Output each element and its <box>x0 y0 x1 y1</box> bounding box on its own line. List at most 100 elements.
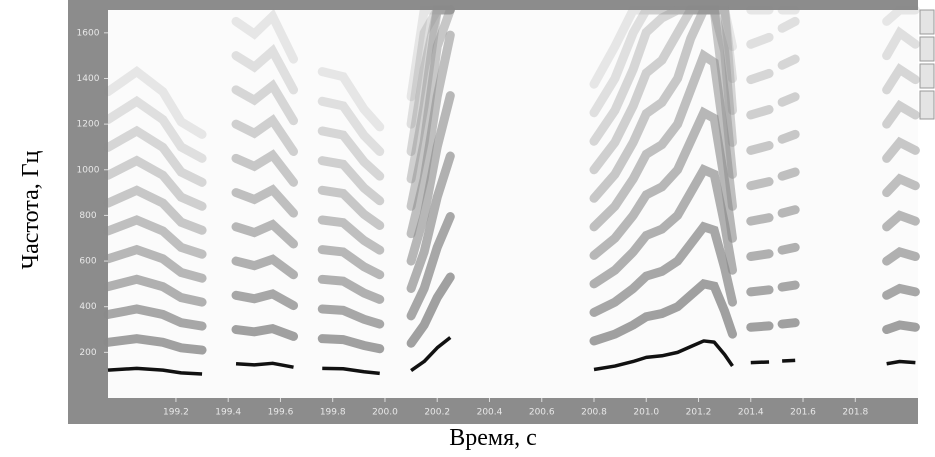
harmonic <box>777 242 800 255</box>
harmonic <box>882 210 920 232</box>
harmonic <box>777 318 800 329</box>
harmonic <box>317 304 385 329</box>
harmonic <box>746 213 774 226</box>
harmonic <box>589 5 737 146</box>
harmonic <box>317 215 385 255</box>
y-tick-label: 1400 <box>77 74 100 84</box>
x-tick-label: 201.0 <box>633 408 659 418</box>
harmonic <box>746 105 774 120</box>
harmonic <box>882 173 920 198</box>
harmonic <box>103 304 207 331</box>
harmonic <box>406 91 455 266</box>
harmonic <box>103 185 207 235</box>
fit-button[interactable] <box>919 90 935 120</box>
x-tick-label: 201.6 <box>790 408 816 418</box>
y-tick-label: 800 <box>79 211 96 221</box>
plot-area <box>108 10 918 398</box>
harmonic <box>317 245 385 280</box>
x-tick-label: 200.4 <box>477 408 503 418</box>
harmonic <box>317 96 385 157</box>
y-tick-label: 400 <box>79 302 96 312</box>
harmonic <box>777 129 800 144</box>
harmonic <box>746 285 774 297</box>
harmonic <box>746 32 774 49</box>
harmonic <box>103 274 207 307</box>
harmonic <box>406 272 455 348</box>
x-tick-label: 200.0 <box>372 408 398 418</box>
y-tick-label: 1000 <box>77 165 100 175</box>
harmonic <box>882 63 920 95</box>
harmonic <box>231 254 299 280</box>
x-axis-label: Время, с <box>449 425 537 451</box>
harmonic <box>589 5 737 203</box>
x-tick-label: 201.8 <box>842 408 868 418</box>
pitch-line <box>107 336 916 376</box>
harmonic <box>777 92 800 107</box>
x-tick-label: 200.2 <box>424 408 450 418</box>
harmonic <box>231 149 299 187</box>
harmonic <box>103 95 207 163</box>
harmonic <box>317 334 385 354</box>
harmonic <box>317 185 385 230</box>
harmonic <box>406 5 455 211</box>
harmonic <box>777 205 800 218</box>
harmonic <box>589 279 737 346</box>
harmonic <box>589 106 737 260</box>
harmonic <box>231 184 299 218</box>
toolbar <box>919 9 935 120</box>
harmonic <box>777 280 800 292</box>
harmonic <box>231 8 299 64</box>
harmonic <box>231 43 299 95</box>
harmonic <box>406 5 455 129</box>
harmonic <box>103 155 207 211</box>
harmonic <box>882 136 920 163</box>
harmonic <box>231 289 299 311</box>
harmonic <box>406 212 455 321</box>
harmonic <box>746 249 774 261</box>
x-tick-label: 199.6 <box>268 408 294 418</box>
x-tick-label: 199.2 <box>163 408 189 418</box>
harmonic <box>317 67 385 132</box>
harmonic <box>777 16 800 33</box>
harmonic <box>746 177 774 191</box>
x-tick-label: 200.8 <box>581 408 607 418</box>
harmonic <box>406 5 455 157</box>
marker-button[interactable] <box>919 36 935 62</box>
harmonic <box>589 5 737 89</box>
harmonic <box>882 283 920 300</box>
harmonic <box>746 141 774 155</box>
harmonic <box>882 247 920 266</box>
zoom-button[interactable] <box>919 9 935 35</box>
harmonic <box>231 219 299 249</box>
spectrogram <box>103 5 920 355</box>
harmonic <box>882 5 920 26</box>
y-axis-label: Частота, Гц <box>18 150 44 269</box>
harmonic <box>589 164 737 289</box>
harmonic <box>317 156 385 206</box>
harmonic <box>746 321 774 332</box>
harmonic <box>103 66 207 139</box>
harmonic <box>317 126 385 181</box>
x-tick-label: 200.6 <box>529 408 555 418</box>
harmonic <box>882 26 920 61</box>
harmonic <box>406 151 455 293</box>
harmonic <box>882 99 920 129</box>
harmonic <box>231 79 299 126</box>
y-tick-label: 200 <box>79 348 96 358</box>
harmonic <box>103 244 207 283</box>
harmonic <box>103 125 207 187</box>
harmonic <box>777 54 800 70</box>
harmonic <box>406 5 455 184</box>
harmonic <box>589 5 737 118</box>
x-tick-label: 201.4 <box>738 408 764 418</box>
harmonic <box>103 334 207 355</box>
harmonic <box>882 320 920 335</box>
y-tick-label: 1200 <box>77 120 100 130</box>
harmonic <box>406 5 455 102</box>
harmonic <box>231 323 299 341</box>
y-tick-label: 600 <box>79 257 96 267</box>
harmonic <box>103 215 207 259</box>
scale-button[interactable] <box>919 63 935 89</box>
x-tick-label: 201.2 <box>686 408 712 418</box>
y-tick-label: 1600 <box>77 28 100 38</box>
